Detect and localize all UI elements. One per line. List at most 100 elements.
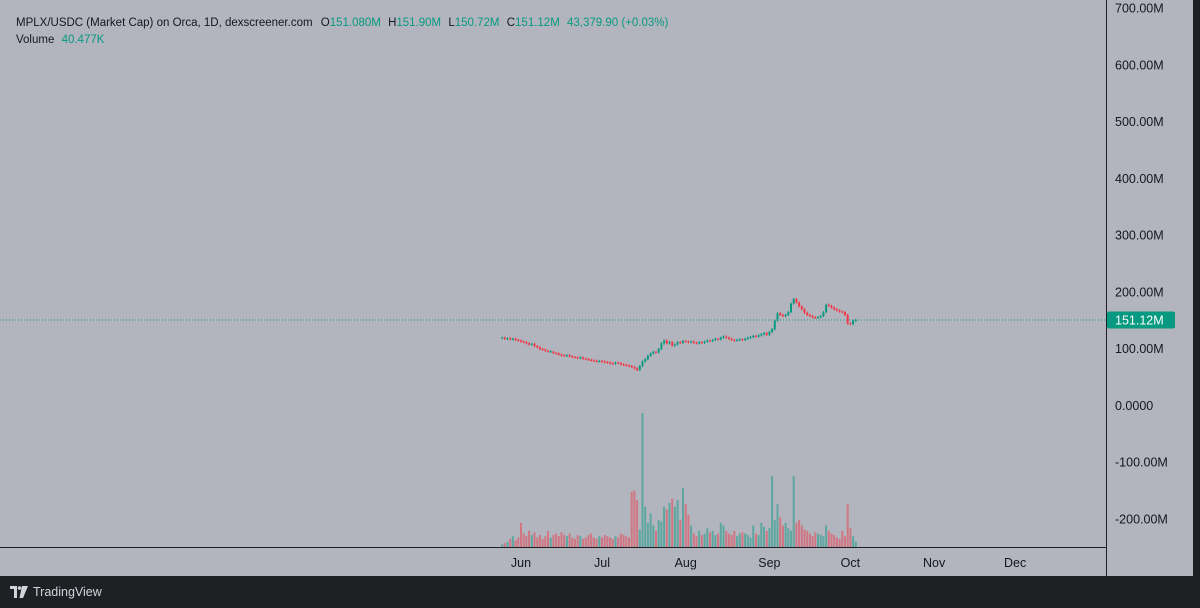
- candle-body: [682, 341, 684, 343]
- candle-body: [790, 303, 792, 313]
- candle-body: [760, 334, 763, 336]
- x-tick-label: Oct: [841, 556, 861, 570]
- candle-body: [746, 337, 749, 339]
- candle-body: [849, 323, 852, 325]
- volume-bar: [617, 537, 620, 547]
- candle-body: [811, 316, 814, 318]
- volume-bar: [806, 530, 809, 547]
- candle-body: [560, 354, 563, 356]
- open-label: O: [320, 17, 330, 29]
- volume-bar: [711, 530, 714, 547]
- volume-bar: [565, 536, 568, 547]
- candle-body: [525, 342, 528, 344]
- candle-body: [822, 312, 825, 317]
- volume-bar: [557, 536, 560, 547]
- volume-bar: [709, 532, 711, 547]
- volume-bar: [768, 528, 771, 547]
- volume-bar: [641, 413, 644, 547]
- volume-bar: [833, 534, 836, 547]
- candle-body: [692, 341, 695, 343]
- candle-body: [625, 364, 628, 366]
- y-tick-label: 500.00M: [1115, 115, 1164, 129]
- volume-bar: [636, 500, 639, 547]
- volume-bar: [846, 504, 849, 547]
- candle-body: [614, 362, 617, 364]
- volume-bar: [590, 533, 593, 547]
- volume-bar: [679, 520, 682, 547]
- time-axis[interactable]: Jun Jul Aug Sep Oct Nov Dec: [511, 556, 1026, 570]
- volume-bar: [765, 530, 768, 547]
- candle-body: [749, 337, 752, 339]
- volume-bar: [819, 534, 822, 547]
- volume-bar: [776, 504, 779, 547]
- candle-body: [671, 342, 674, 346]
- volume-bar: [763, 526, 765, 547]
- last-price-badge-bg: [1107, 311, 1175, 329]
- volume-bar: [541, 538, 544, 547]
- volume-bar: [757, 534, 760, 547]
- candle-body: [517, 339, 520, 341]
- candle-body: [606, 362, 609, 364]
- volume-bar: [576, 534, 579, 547]
- candle-body: [754, 335, 757, 337]
- volume-bar: [522, 533, 525, 547]
- candle-body: [830, 305, 833, 308]
- candle-body: [833, 307, 836, 310]
- candle-body: [522, 341, 525, 343]
- open-value: 151.080M: [329, 17, 381, 29]
- last-price-label: 151.12M: [1115, 313, 1164, 327]
- volume-bar: [835, 537, 838, 547]
- chart-panel[interactable]: 700.00M 600.00M 500.00M 400.00M 300.00M 200.0…: [0, 0, 1193, 576]
- candle-body: [817, 317, 819, 319]
- volume-bar: [660, 521, 663, 547]
- candle-body: [544, 349, 547, 351]
- candle-body: [619, 363, 622, 365]
- close-label: C: [506, 17, 516, 29]
- candle-body: [503, 337, 506, 339]
- volume-bar: [649, 513, 652, 547]
- volume-bar: [501, 544, 504, 547]
- candlestick-series: [501, 297, 857, 372]
- candle-body: [771, 329, 774, 332]
- volume-bar: [530, 534, 533, 547]
- volume-bar: [628, 537, 630, 547]
- legend-symbol-row[interactable]: MPLX/USDC (Market Cap) on Orca, 1D, dexs…: [16, 17, 668, 29]
- candle-body: [808, 314, 811, 317]
- chart-canvas[interactable]: 700.00M 600.00M 500.00M 400.00M 300.00M 200.0…: [0, 0, 1193, 576]
- volume-bar: [781, 525, 784, 547]
- candle-body: [787, 312, 790, 315]
- volume-bar: [741, 532, 744, 547]
- volume-bar: [657, 520, 660, 547]
- candle-body: [727, 337, 730, 339]
- volume-bar: [644, 506, 647, 547]
- volume-bar: [730, 534, 733, 547]
- symbol-title[interactable]: MPLX/USDC (Market Cap) on Orca, 1D, dexs…: [16, 17, 313, 29]
- candle-body: [579, 357, 582, 359]
- low-value: 150.72M: [454, 17, 500, 29]
- y-tick-label: 200.00M: [1115, 285, 1164, 299]
- volume-bar: [754, 533, 757, 547]
- volume-bar: [571, 537, 574, 547]
- price-axis[interactable]: 700.00M 600.00M 500.00M 400.00M 300.00M 200.0…: [1115, 2, 1168, 527]
- volume-bar: [517, 537, 520, 547]
- volume-bar: [568, 533, 571, 547]
- candle-body: [722, 336, 725, 338]
- candle-body: [768, 331, 771, 335]
- volume-bar: [792, 475, 795, 547]
- legend-volume-row[interactable]: Volume 40.477K: [16, 34, 104, 46]
- tradingview-brand[interactable]: TradingView: [10, 585, 102, 599]
- candle-body: [563, 355, 566, 357]
- volume-bar: [671, 498, 674, 547]
- candle-body: [798, 302, 801, 307]
- volume-bar: [719, 522, 722, 547]
- candle-body: [571, 356, 574, 358]
- candle-body: [555, 352, 558, 354]
- candle-body: [655, 351, 657, 353]
- x-tick-label: Jun: [511, 556, 531, 570]
- volume-bar: [582, 538, 585, 547]
- x-tick-label: Aug: [675, 556, 697, 570]
- volume-bar: [692, 533, 695, 547]
- volume-bar: [798, 520, 801, 547]
- candle-body: [590, 359, 593, 361]
